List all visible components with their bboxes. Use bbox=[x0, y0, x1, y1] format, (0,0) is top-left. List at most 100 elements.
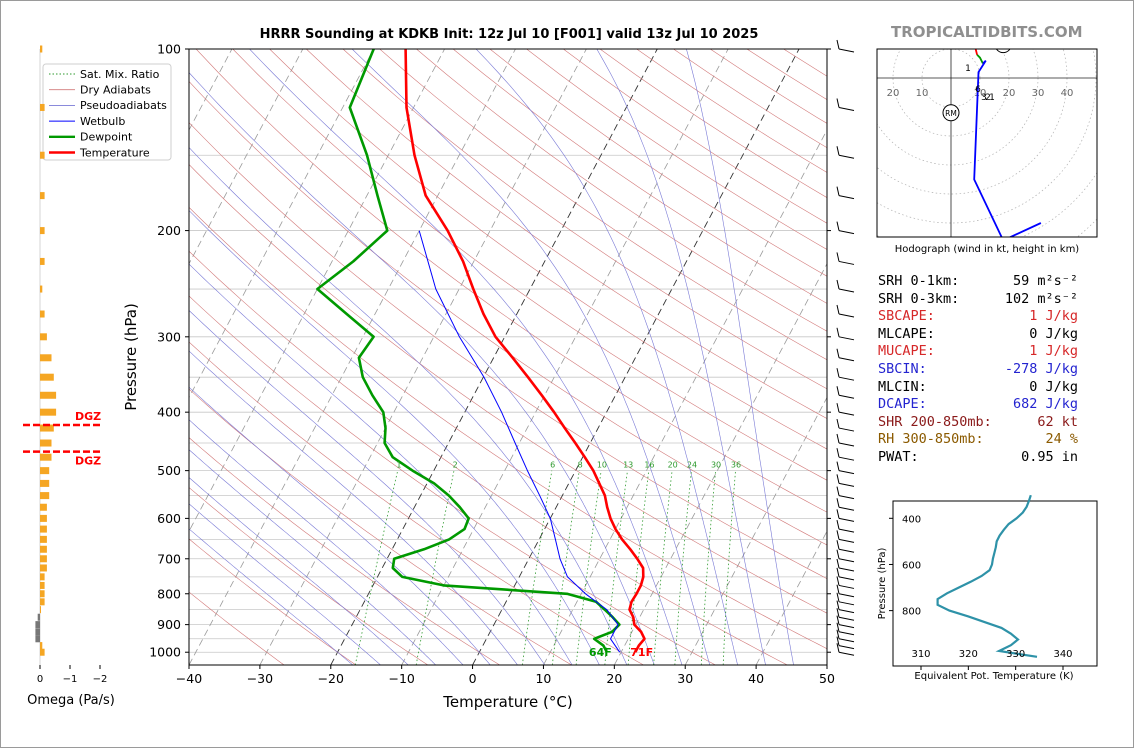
hodograph-height-label: 6 bbox=[975, 85, 981, 95]
theta-e-profile bbox=[936, 494, 1038, 658]
omega-bar bbox=[40, 103, 45, 111]
omega-bar bbox=[40, 503, 47, 511]
wind-barb bbox=[838, 154, 855, 159]
pseudoadiabat bbox=[189, 477, 409, 665]
wind-barb bbox=[838, 106, 855, 111]
omega-bar bbox=[40, 642, 43, 650]
omega-bar bbox=[40, 467, 50, 475]
omega-bar bbox=[40, 573, 45, 581]
index-value: 0 J/kg bbox=[1029, 325, 1078, 342]
omega-bar bbox=[40, 45, 43, 53]
mixing-ratio-line bbox=[700, 470, 716, 665]
index-row: PWAT: 0.95 in bbox=[878, 449, 1078, 466]
pseudoadiabat bbox=[596, 49, 766, 665]
dry-adiabat bbox=[189, 437, 500, 665]
dgz-label: DGZ bbox=[75, 410, 101, 423]
wind-barb bbox=[838, 593, 855, 598]
omega-bar bbox=[40, 257, 45, 265]
wind-barb bbox=[838, 456, 855, 461]
theta-e-x-axis-label: Equivalent Pot. Temperature (K) bbox=[914, 671, 1073, 682]
index-label: MLCAPE: bbox=[878, 325, 935, 342]
theta-e-x-tick-label: 310 bbox=[911, 649, 930, 660]
mixing-ratio-label: 8 bbox=[578, 460, 583, 469]
omega-bar bbox=[40, 285, 43, 293]
legend-entry: Temperature bbox=[79, 146, 150, 159]
mixing-ratio-line bbox=[653, 470, 673, 665]
wind-barb bbox=[838, 645, 855, 650]
wind-barb bbox=[838, 313, 855, 318]
wind-barb bbox=[838, 616, 855, 621]
wind-barb-flag bbox=[836, 368, 840, 378]
wind-barb-flag bbox=[836, 584, 840, 594]
wind-barb bbox=[838, 651, 855, 656]
omega-bar bbox=[40, 227, 45, 235]
pseudoadiabat bbox=[189, 419, 464, 665]
dry-adiabat bbox=[342, 49, 827, 390]
theta-e-y-tick-label: 800 bbox=[902, 607, 921, 618]
hodograph-height-label: 2 bbox=[985, 93, 991, 103]
wind-barb-flag bbox=[836, 549, 840, 559]
index-label: MUCAPE: bbox=[878, 343, 935, 360]
wind-barb bbox=[838, 495, 855, 500]
theta-e-y-tick-label: 400 bbox=[902, 514, 921, 525]
omega-bar bbox=[40, 535, 47, 543]
hodograph-height-label: 1 bbox=[965, 64, 971, 74]
index-row: MUCAPE: 1 J/kg bbox=[878, 343, 1078, 360]
isotherm-line bbox=[684, 396, 827, 665]
hodograph-ring-label: 20 bbox=[887, 88, 900, 99]
isotherm-line bbox=[613, 262, 827, 665]
omega-bar bbox=[40, 479, 50, 487]
wetbulb-profile bbox=[418, 230, 621, 653]
dry-adiabat bbox=[379, 49, 827, 361]
wind-barb bbox=[838, 230, 855, 235]
wind-barb-flag bbox=[836, 327, 840, 337]
wind-barb bbox=[838, 394, 855, 399]
wind-barb-flag bbox=[836, 636, 840, 646]
y-tick-label: 900 bbox=[157, 617, 181, 632]
index-value: 0 J/kg bbox=[1029, 378, 1078, 395]
isotherm-line bbox=[543, 129, 827, 665]
hodograph-ring-label: 30 bbox=[1032, 88, 1045, 99]
dry-adiabat bbox=[306, 49, 827, 419]
x-axis-label: Temperature (°C) bbox=[442, 693, 572, 711]
omega-x-tick-label: −2 bbox=[93, 674, 108, 685]
hodograph-height-label: 1 bbox=[989, 93, 995, 103]
y-axis-label: Pressure (hPa) bbox=[122, 303, 140, 411]
omega-x-tick-label: 0 bbox=[37, 674, 43, 685]
wind-barb-flag bbox=[836, 279, 840, 290]
wind-barb bbox=[838, 517, 855, 522]
wind-barb-flag bbox=[836, 433, 840, 444]
dry-adiabat bbox=[189, 538, 357, 665]
wind-barb-flag bbox=[836, 98, 840, 108]
y-tick-label: 300 bbox=[157, 329, 181, 344]
wind-barb bbox=[838, 336, 855, 341]
omega-bar bbox=[40, 598, 45, 606]
wind-barb bbox=[838, 470, 855, 475]
wind-barb-flag bbox=[836, 403, 840, 413]
wind-barb bbox=[838, 357, 855, 362]
wind-barb bbox=[838, 548, 855, 553]
pseudoadiabat bbox=[475, 49, 738, 665]
wind-barb bbox=[838, 576, 855, 581]
omega-axis-label: Omega (Pa/s) bbox=[27, 693, 115, 708]
x-tick-label: 20 bbox=[606, 671, 622, 686]
storm-motion-marker bbox=[995, 49, 1011, 54]
hodograph-trace bbox=[976, 54, 984, 64]
y-tick-label: 1000 bbox=[149, 645, 181, 660]
hodograph-ring-label: 40 bbox=[1061, 88, 1074, 99]
storm-motion-label: RM bbox=[945, 109, 957, 118]
isotherm-line bbox=[189, 49, 516, 665]
hodograph-ring-label: 10 bbox=[916, 88, 929, 99]
wind-barb-flag bbox=[836, 629, 840, 639]
theta-e-y-axis-label: Pressure (hPa) bbox=[877, 548, 888, 620]
dry-adiabat bbox=[189, 250, 788, 665]
wind-barb-flag bbox=[836, 608, 840, 618]
x-tick-label: 50 bbox=[819, 671, 835, 686]
wind-barbs bbox=[836, 39, 855, 656]
dgz-label: DGZ bbox=[75, 455, 101, 468]
omega-bar bbox=[40, 424, 54, 432]
mixing-ratio-label: 6 bbox=[550, 460, 555, 469]
index-row: SRH 0-1km: 59 m²s⁻² bbox=[878, 273, 1078, 290]
